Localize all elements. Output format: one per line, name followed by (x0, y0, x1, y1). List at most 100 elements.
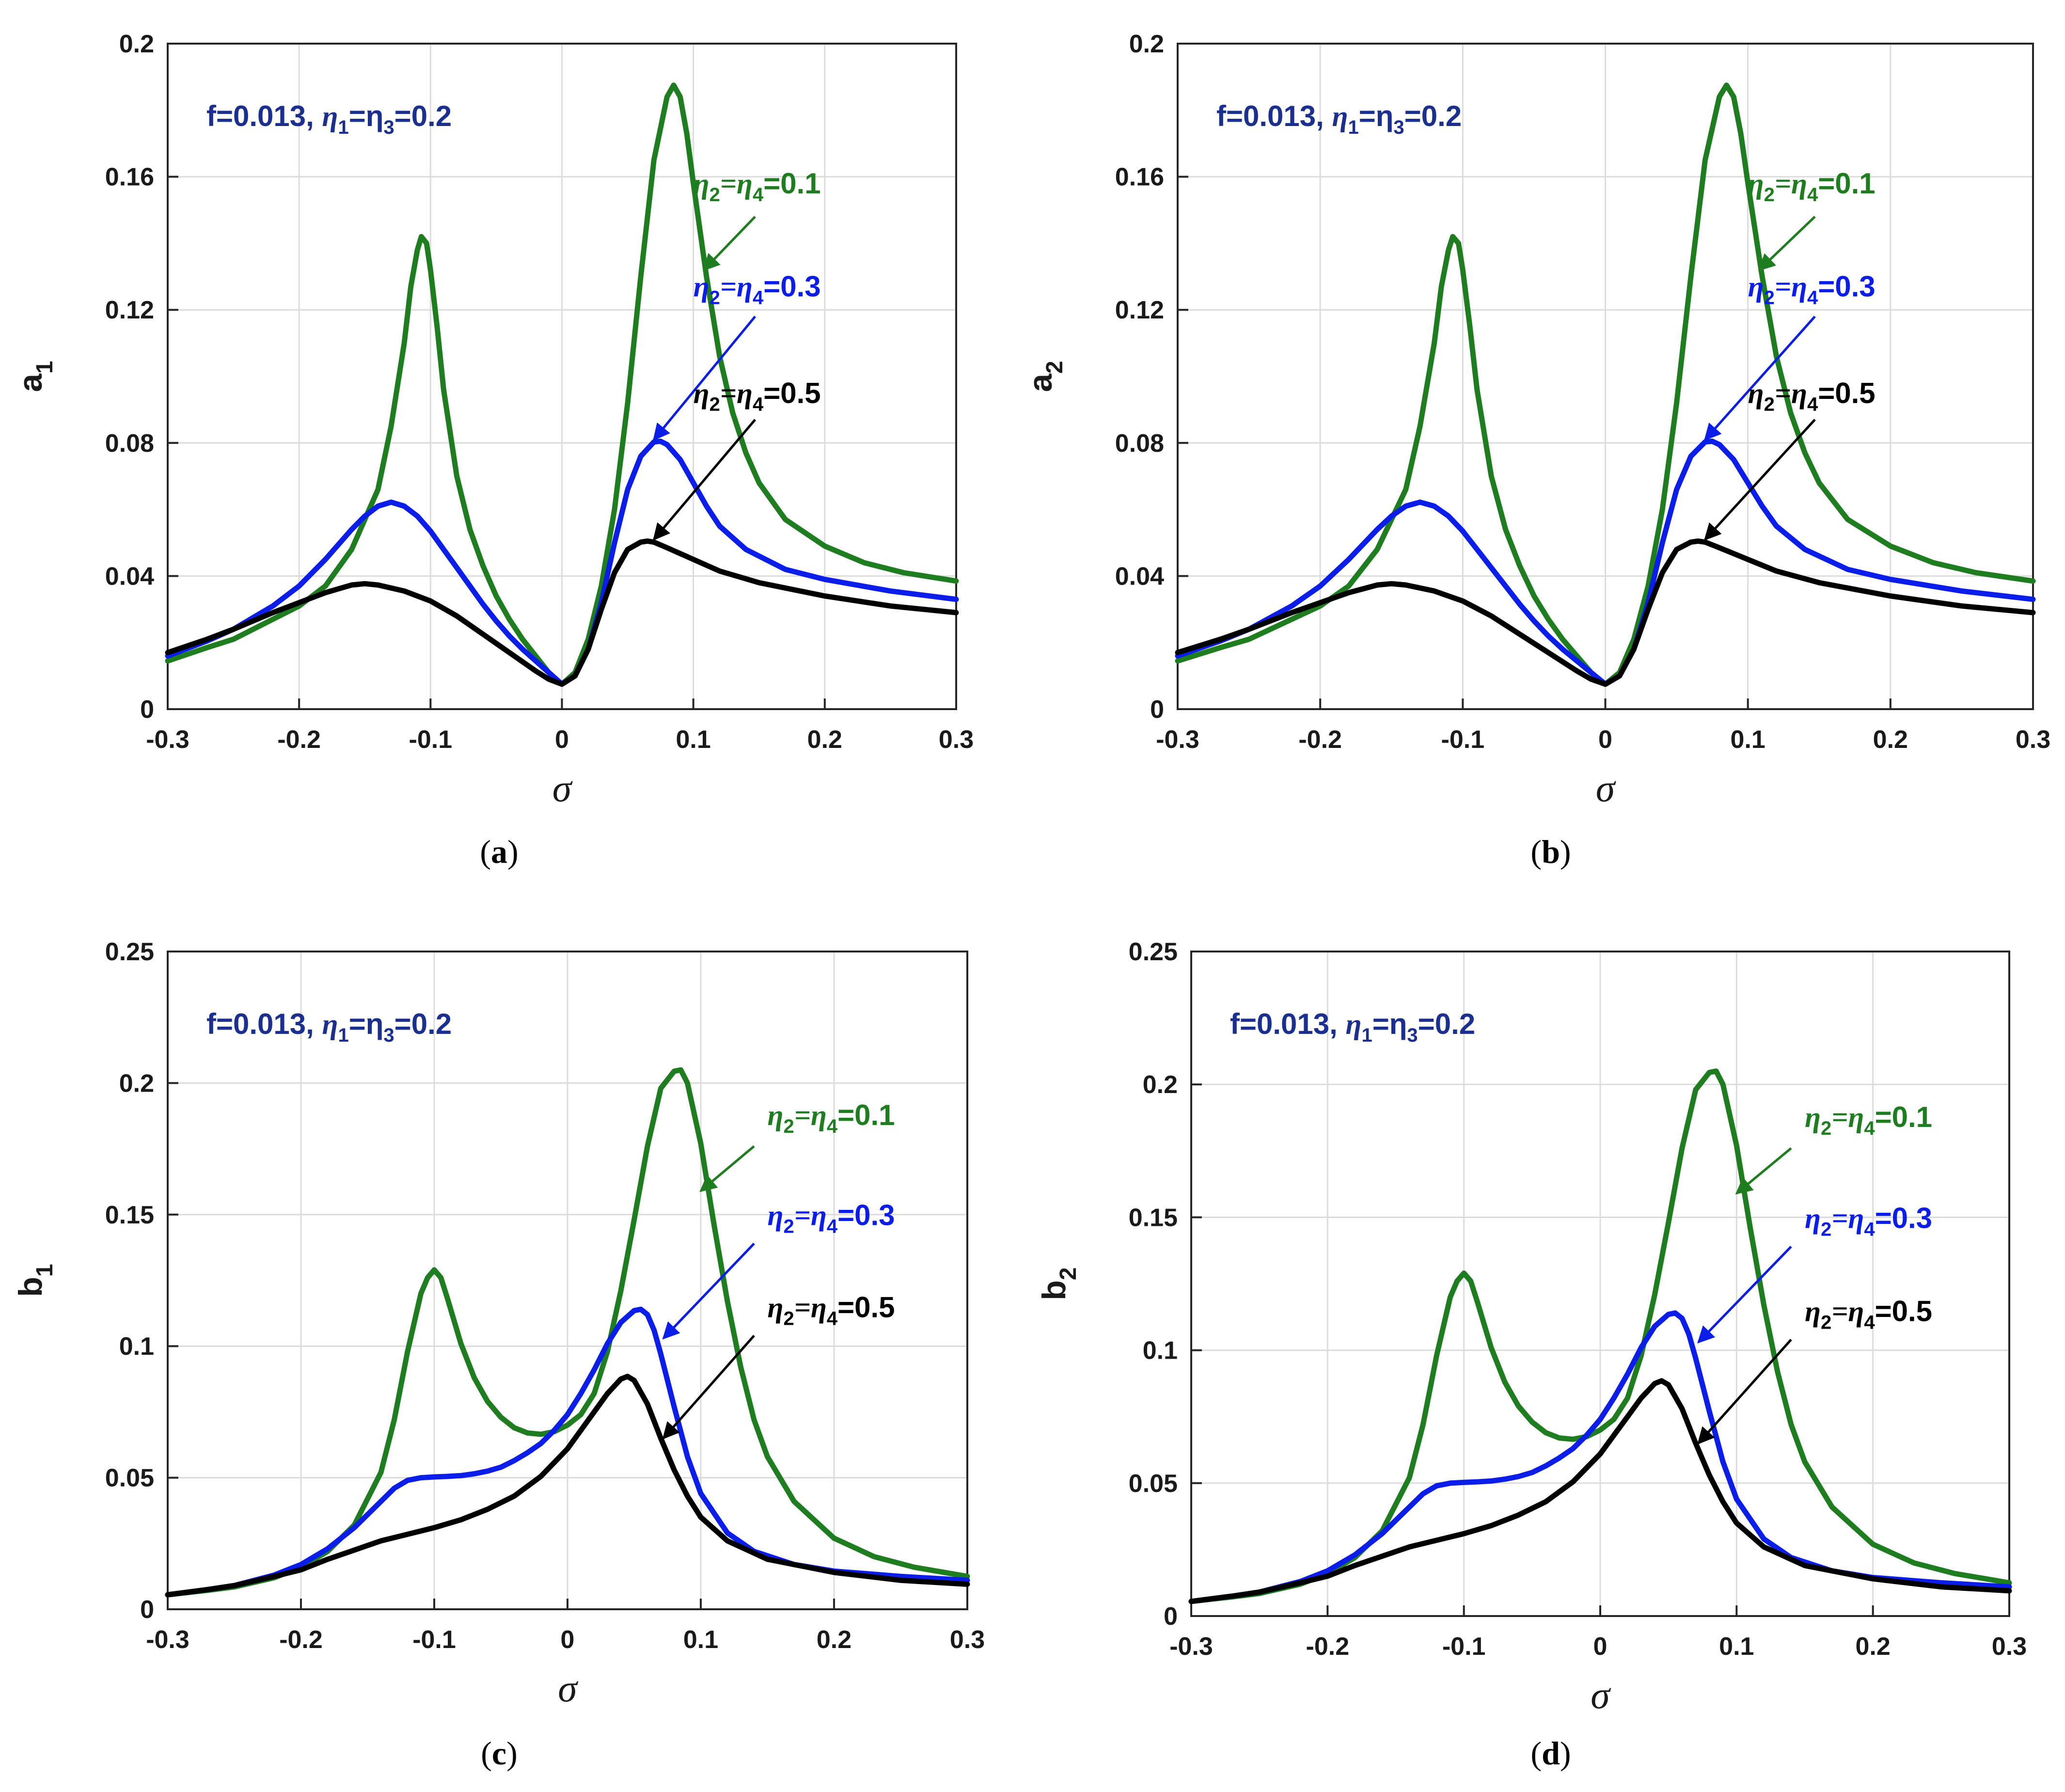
x-tick-label: 0 (561, 1626, 575, 1654)
text-part: =0.5 (1875, 1295, 1932, 1327)
y-tick-label: 0 (1164, 1602, 1178, 1631)
text-part: c (492, 1735, 506, 1772)
x-tick-label: 0.3 (1992, 1633, 2027, 1661)
y-tick-label: 0.08 (105, 429, 154, 458)
text-part: ( (480, 833, 491, 870)
series-arrow-3 (653, 419, 757, 541)
text-part: =0.5 (763, 377, 820, 409)
text-part: 4 (827, 1308, 838, 1329)
text-part: =0.2 (394, 100, 452, 132)
series-line-2 (165, 1306, 970, 1598)
y-tick-label: 0.2 (119, 30, 154, 58)
series-arrow-2 (1704, 316, 1816, 441)
y-tick-label: 0 (1150, 696, 1164, 724)
panel-caption: (a) (480, 833, 518, 870)
series-line-3 (165, 538, 959, 687)
x-tick-label: 0.1 (676, 726, 711, 754)
y-tick-label: 0.12 (1115, 296, 1164, 324)
x-tick-label: 0.3 (950, 1626, 985, 1654)
y-tick-label: 0.2 (1129, 30, 1164, 58)
text-part: 1 (338, 117, 348, 138)
text-part: =0.2 (394, 1008, 452, 1040)
series-label-1: η2=η4=0.1 (1805, 1101, 1932, 1139)
text-part: b (1542, 833, 1560, 870)
series-label-2: η2=η4=0.3 (1805, 1202, 1932, 1240)
text-part: 2 (1042, 361, 1068, 374)
panel-caption: (c) (481, 1735, 518, 1772)
text-part: f=0.013, (1230, 1008, 1346, 1040)
text-part: 2 (783, 1216, 794, 1237)
x-axis-label: σ (1591, 1674, 1611, 1717)
text-part: η (1332, 100, 1348, 132)
x-tick-label: -0.1 (412, 1626, 456, 1654)
x-tick-label: -0.3 (1169, 1633, 1213, 1661)
series-line-3 (1175, 538, 2036, 687)
text-part: 4 (1864, 1118, 1875, 1139)
y-axis-label: a1 (12, 361, 58, 392)
text-part: =0.5 (1818, 377, 1875, 409)
y-axis-label: a2 (1022, 361, 1068, 392)
params-annotation: f=0.013, η1=η3=0.2 (206, 1008, 452, 1046)
text-part: =0.2 (1418, 1008, 1475, 1040)
text-part: η (1805, 1295, 1821, 1327)
text-part: =η (720, 168, 753, 200)
y-tick-label: 0.04 (1115, 562, 1164, 590)
text-part: 2 (1764, 184, 1775, 206)
text-part: =η (349, 100, 384, 132)
params-annotation: f=0.013, η1=η3=0.2 (1216, 100, 1462, 138)
series-arrow-3 (1704, 419, 1816, 541)
text-part: =0.3 (837, 1199, 895, 1232)
text-part: =0.3 (1875, 1202, 1932, 1234)
text-part: a (12, 373, 49, 392)
series-label-2: η2=η4=0.3 (694, 270, 821, 309)
x-tick-label: -0.1 (1442, 1633, 1486, 1661)
text-part: 2 (709, 184, 720, 206)
text-part: η (768, 1200, 784, 1232)
x-tick-label: 0.3 (2016, 726, 2050, 754)
text-part: 2 (1821, 1118, 1831, 1139)
series-label-1: η2=η4=0.1 (768, 1099, 895, 1137)
text-part: ( (1530, 1735, 1542, 1772)
y-tick-label: 0.04 (105, 562, 154, 590)
x-axis-label: σ (552, 767, 573, 810)
y-tick-label: 0.25 (1129, 938, 1178, 966)
y-axis-label: b2 (1036, 1267, 1081, 1300)
params-annotation: f=0.013, η1=η3=0.2 (206, 100, 452, 138)
text-part: η (694, 377, 709, 409)
text-part: 3 (1393, 117, 1404, 138)
series-label-3: η2=η4=0.5 (694, 377, 821, 415)
x-tick-label: 0.1 (1731, 726, 1765, 754)
text-part: f=0.013, (1216, 100, 1332, 132)
series-line-3 (165, 1374, 970, 1598)
text-part: =0.3 (763, 270, 820, 303)
series-label-1: η2=η4=0.1 (1748, 167, 1876, 206)
series-arrow-3 (662, 1334, 755, 1440)
text-part: 1 (1348, 117, 1358, 138)
series-label-2: η2=η4=0.3 (768, 1199, 895, 1237)
series-arrow-1 (1758, 216, 1816, 271)
text-part: 1 (32, 361, 58, 374)
text-part: =η (1359, 100, 1394, 132)
text-part: 2 (783, 1116, 794, 1137)
x-tick-label: 0.2 (1856, 1633, 1891, 1661)
x-tick-label: 0 (1598, 726, 1612, 754)
text-part: a (491, 833, 507, 870)
text-part: 2 (1764, 394, 1775, 415)
text-part: 4 (1864, 1219, 1875, 1240)
text-part: 4 (753, 287, 764, 309)
text-part: 4 (753, 184, 764, 206)
text-part: b (1036, 1280, 1072, 1300)
x-tick-label: -0.1 (409, 726, 453, 754)
text-part: =η (1831, 1295, 1864, 1327)
x-tick-label: -0.3 (1156, 726, 1199, 754)
text-part: 2 (1821, 1312, 1831, 1333)
text-part: 2 (709, 287, 720, 309)
panel-caption: (b) (1530, 833, 1571, 870)
text-part: η (768, 1099, 784, 1131)
text-part: η (1346, 1008, 1362, 1040)
series-arrow-1 (702, 216, 756, 271)
text-part: 2 (783, 1308, 794, 1329)
text-part: 3 (1407, 1025, 1418, 1046)
y-tick-label: 0.15 (105, 1201, 154, 1229)
text-part: η (1748, 168, 1764, 200)
